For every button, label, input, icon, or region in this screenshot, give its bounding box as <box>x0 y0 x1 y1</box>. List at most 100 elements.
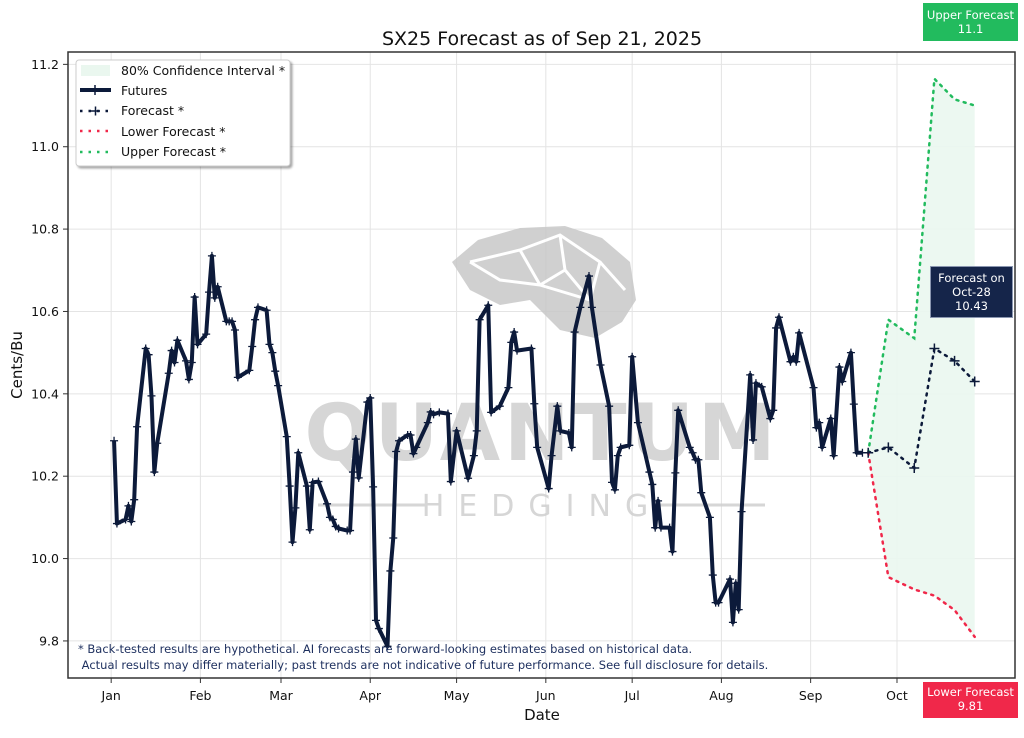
futures-point <box>190 293 199 302</box>
futures-point <box>504 383 513 392</box>
futures-point <box>487 408 496 417</box>
y-tick-label: 10.6 <box>31 304 59 319</box>
x-tick-label: Sep <box>799 688 823 703</box>
futures-point <box>251 315 260 324</box>
futures-point <box>230 325 239 334</box>
futures-point <box>351 435 360 444</box>
y-tick-label: 10.8 <box>31 222 59 237</box>
futures-point <box>656 523 665 532</box>
futures-point <box>446 477 455 486</box>
x-tick-label: Oct <box>886 688 908 703</box>
futures-point <box>274 381 283 390</box>
futures-point <box>849 400 858 409</box>
futures-point <box>570 328 579 337</box>
forecast-box-line1: Forecast on <box>938 271 1005 285</box>
chart-title: SX25 Forecast as of Sep 21, 2025 <box>382 28 702 50</box>
futures-point <box>253 303 262 312</box>
legend-marker-forecast <box>91 106 100 116</box>
forecast-line <box>866 346 976 471</box>
futures-point <box>645 468 654 477</box>
futures-point <box>371 616 380 625</box>
futures-point <box>193 340 202 349</box>
futures-point <box>705 513 714 522</box>
upper-badge-value: 11.1 <box>957 22 984 36</box>
x-tick-label: Apr <box>359 688 381 703</box>
futures-point <box>141 344 150 353</box>
futures-point <box>697 488 706 497</box>
forecast-point <box>969 376 980 387</box>
futures-point <box>576 303 585 312</box>
futures-point <box>507 338 516 347</box>
futures-point <box>363 398 372 407</box>
futures-point <box>210 293 219 302</box>
futures-point <box>668 547 677 556</box>
futures-point <box>302 482 311 491</box>
futures-point <box>815 418 824 427</box>
futures-point <box>728 618 737 627</box>
futures-point <box>150 468 159 477</box>
futures-point <box>406 431 415 440</box>
futures-point <box>271 367 280 376</box>
futures-point <box>584 272 593 281</box>
futures-point <box>475 315 484 324</box>
futures-point <box>567 443 576 452</box>
futures-point <box>144 350 153 359</box>
upper-forecast-badge: Upper Forecast 11.1 <box>923 3 1018 41</box>
futures-point <box>308 478 317 487</box>
grid <box>68 52 1015 678</box>
futures-point <box>527 344 536 353</box>
x-tick-label: Jun <box>535 688 556 703</box>
futures-point <box>346 526 355 535</box>
y-tick-label: 9.8 <box>39 633 59 648</box>
disclaimer-line-2: Actual results may differ materially; pa… <box>78 658 768 672</box>
futures-point <box>587 303 596 312</box>
futures-point <box>734 605 743 614</box>
futures-point <box>395 436 404 445</box>
forecast-point <box>883 442 894 453</box>
futures-point <box>305 525 314 534</box>
futures-point <box>648 480 657 489</box>
forecast-point <box>929 343 940 354</box>
futures-point <box>795 328 804 337</box>
futures-point <box>233 373 242 382</box>
legend-label-forecast: Forecast * <box>121 103 184 118</box>
x-tick-label: Jan <box>101 688 121 703</box>
futures-point <box>708 571 717 580</box>
x-axis-label: Date <box>524 706 560 724</box>
futures-point <box>294 448 303 457</box>
futures-point <box>818 443 827 452</box>
futures-point <box>809 383 818 392</box>
futures-point <box>513 346 522 355</box>
futures-point <box>464 474 473 483</box>
futures-point <box>429 410 438 419</box>
futures-point <box>354 473 363 482</box>
futures-point <box>846 348 855 357</box>
futures-point <box>110 436 119 445</box>
futures-point <box>726 575 735 584</box>
futures-point <box>613 451 622 460</box>
x-tick-label: Aug <box>709 688 733 703</box>
legend-box <box>75 59 291 167</box>
futures-point <box>374 624 383 633</box>
futures-point <box>547 451 556 460</box>
lower-forecast-line <box>866 451 976 639</box>
futures-point <box>685 443 694 452</box>
lower-forecast-badge: Lower Forecast 9.81 <box>923 682 1018 718</box>
futures-point <box>184 375 193 384</box>
futures-point <box>262 306 271 315</box>
futures-point <box>443 409 452 418</box>
legend-label-ci: 80% Confidence Interval * <box>121 63 285 78</box>
futures-point <box>366 393 375 402</box>
futures-point <box>605 402 614 411</box>
futures-point <box>812 423 821 432</box>
futures-point <box>628 352 637 361</box>
futures-point <box>510 328 519 337</box>
futures-point <box>348 468 357 477</box>
y-axis-label: Cents/Bu <box>8 331 26 399</box>
futures-point <box>757 382 766 391</box>
disclaimer: * Back-tested results are hypothetical. … <box>78 642 768 672</box>
futures-point <box>472 426 481 435</box>
watermark-logo: QUANTUM HEDGING <box>304 226 776 524</box>
logo-network-lines <box>469 233 627 302</box>
lower-badge-label: Lower Forecast <box>927 685 1014 699</box>
